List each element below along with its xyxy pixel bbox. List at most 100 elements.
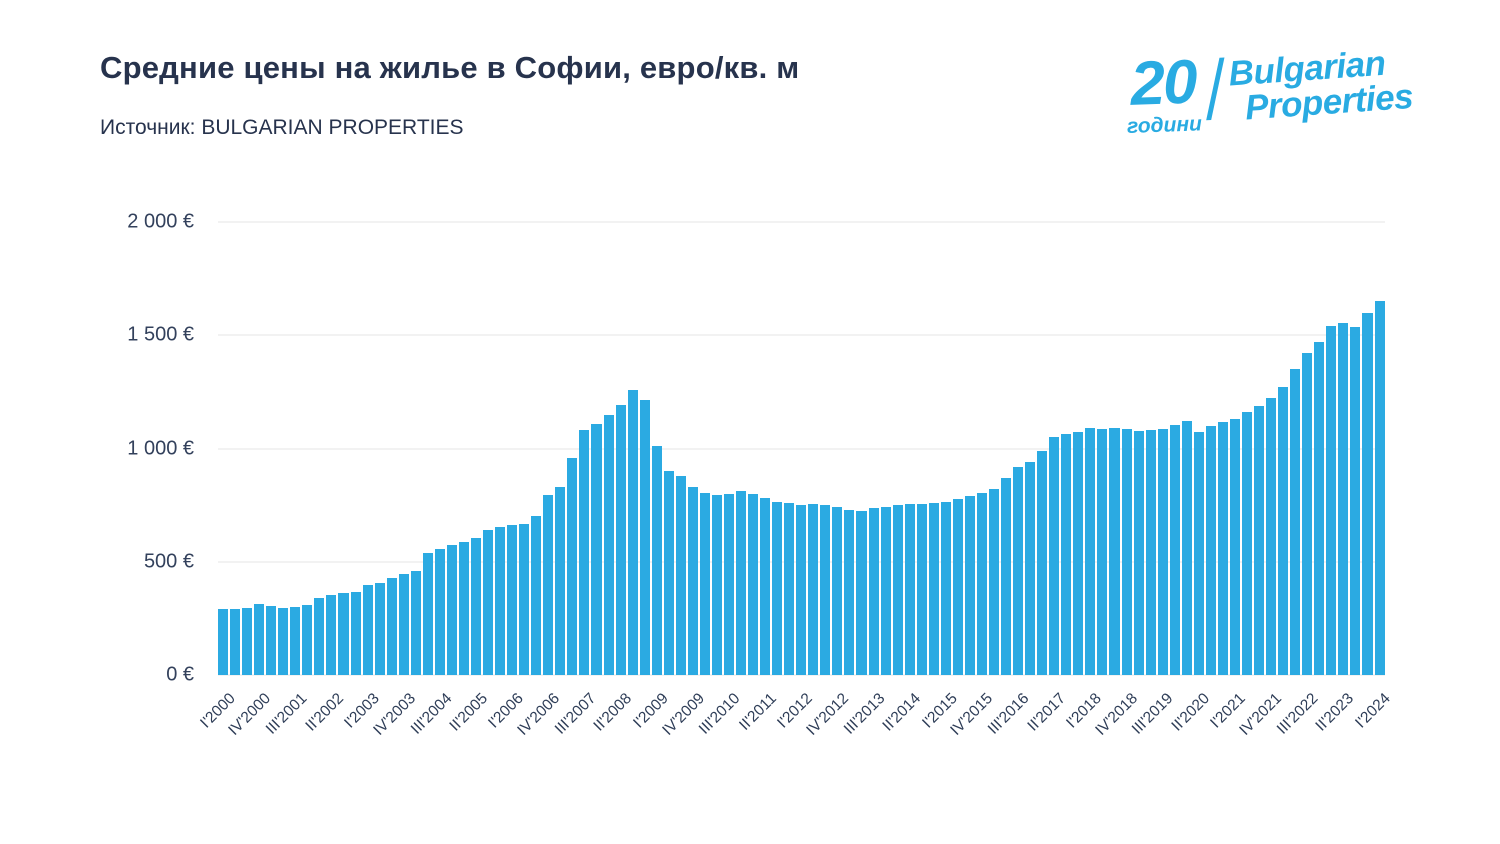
x-tick-label: I'2024 bbox=[1351, 690, 1394, 732]
bar-II'2010 bbox=[711, 494, 722, 675]
bar-IV'2012 bbox=[832, 507, 843, 675]
bar-II'2009 bbox=[663, 471, 674, 675]
bulgarian-properties-logo: 20 години Bulgarian Properties bbox=[1125, 44, 1415, 139]
bar-IV'2004 bbox=[446, 545, 457, 675]
logo-brand-line2: Properties bbox=[1243, 76, 1415, 128]
bar-II'2015 bbox=[952, 499, 963, 675]
bar-IV'2009 bbox=[687, 487, 698, 675]
bar-II'2020 bbox=[1193, 432, 1204, 675]
bar-IV'2021 bbox=[1266, 398, 1277, 675]
bar-IV'2010 bbox=[736, 491, 747, 675]
gridline-2000 bbox=[218, 221, 1385, 223]
bar-I'2014 bbox=[892, 505, 903, 675]
x-tick-label: II'2020 bbox=[1168, 690, 1213, 735]
bar-II'2006 bbox=[519, 523, 530, 675]
bar-II'2021 bbox=[1241, 411, 1253, 675]
x-tick-label: II'2008 bbox=[590, 690, 636, 735]
x-tick-label: II'2005 bbox=[446, 690, 492, 735]
bar-IV'2017 bbox=[1073, 432, 1084, 675]
bar-III'2012 bbox=[820, 505, 831, 675]
bar-II'2012 bbox=[808, 503, 819, 675]
bar-II'2004 bbox=[422, 552, 433, 675]
gridline-0 bbox=[218, 674, 1385, 676]
bar-III'2021 bbox=[1254, 406, 1265, 675]
bar-III'2016 bbox=[1013, 466, 1024, 675]
bar-III'2022 bbox=[1302, 352, 1313, 675]
logo-divider bbox=[1206, 57, 1225, 121]
logo-number: 20 bbox=[1129, 47, 1197, 119]
bar-I'2000 bbox=[218, 609, 229, 675]
bar-II'2002 bbox=[326, 595, 337, 675]
bar-I'2017 bbox=[1037, 450, 1048, 675]
bar-II'2023 bbox=[1338, 322, 1349, 675]
bar-IV'2007 bbox=[591, 423, 602, 675]
bar-I'2003 bbox=[362, 585, 373, 675]
bar-II'2000 bbox=[230, 608, 241, 675]
bar-III'2005 bbox=[483, 530, 494, 675]
bar-III'2019 bbox=[1157, 429, 1168, 675]
bar-III'2020 bbox=[1205, 425, 1216, 675]
y-tick-label: 1 000 € bbox=[127, 437, 194, 459]
page-title: Средние цены на жилье в Софии, евро/кв. … bbox=[100, 50, 800, 85]
bar-III'2014 bbox=[916, 503, 927, 675]
bar-I'2019 bbox=[1133, 430, 1144, 675]
source-label: Источник: BULGARIAN PROPERTIES bbox=[100, 116, 464, 139]
bar-I'2007 bbox=[555, 487, 566, 675]
bar-III'2000 bbox=[242, 607, 253, 675]
bar-IV'2015 bbox=[976, 493, 987, 675]
bar-I'2005 bbox=[458, 541, 469, 675]
bar-III'2017 bbox=[1061, 434, 1072, 675]
bar-III'2003 bbox=[386, 578, 397, 675]
bar-IV'2005 bbox=[495, 527, 506, 675]
bar-II'2017 bbox=[1049, 437, 1060, 675]
bar-I'2004 bbox=[410, 571, 421, 675]
bar-I'2021 bbox=[1229, 418, 1240, 675]
y-tick-label: 1 500 € bbox=[127, 323, 194, 346]
bar-I'2024 bbox=[1374, 300, 1385, 675]
bar-II'2014 bbox=[904, 504, 915, 675]
bar-III'2006 bbox=[531, 516, 542, 675]
y-tick-label: 500 € bbox=[143, 550, 194, 573]
logo-brand-name: Bulgarian Properties bbox=[1227, 44, 1415, 128]
bar-II'2007 bbox=[567, 457, 578, 675]
bar-IV'2018 bbox=[1121, 429, 1132, 675]
bar-IV'2019 bbox=[1169, 425, 1180, 675]
bar-II'2019 bbox=[1145, 430, 1156, 675]
y-axis-labels: 0 € 500 € 1 000 € 1 500 € 2 000 € bbox=[0, 211, 206, 686]
bar-III'2002 bbox=[338, 593, 349, 675]
bar-I'2006 bbox=[507, 525, 518, 675]
gridline-1000 bbox=[218, 448, 1385, 449]
bar-IV'2003 bbox=[398, 573, 409, 675]
logo-20-block: 20 години bbox=[1125, 47, 1203, 139]
x-tick-label: II'2011 bbox=[736, 690, 780, 734]
bar-I'2022 bbox=[1278, 386, 1289, 675]
bar-I'2001 bbox=[266, 606, 277, 675]
y-tick-label: 0 € bbox=[166, 663, 194, 686]
bar-I'2011 bbox=[748, 493, 759, 675]
x-axis-labels: I'2000 IV'2000 III'2001 II'2002 I'2003 IV'200… bbox=[197, 680, 1394, 800]
bar-IV'2006 bbox=[543, 494, 554, 675]
x-tick-label: II'2023 bbox=[1312, 690, 1358, 735]
x-tick-label: II'2014 bbox=[879, 690, 925, 735]
bar-I'2023 bbox=[1326, 326, 1337, 675]
bar-III'2011 bbox=[772, 501, 783, 675]
bar-IV'2001 bbox=[302, 605, 313, 675]
x-tick-label: II'2017 bbox=[1023, 690, 1069, 735]
bar-IV'2002 bbox=[350, 591, 361, 675]
bar-II'2022 bbox=[1290, 368, 1301, 675]
bar-II'2003 bbox=[374, 582, 385, 675]
bar-III'2018 bbox=[1109, 428, 1120, 675]
bar-IV'2014 bbox=[928, 503, 939, 675]
bar-I'2009 bbox=[651, 446, 662, 675]
bar-IV'2008 bbox=[639, 399, 650, 675]
bar-I'2008 bbox=[603, 414, 614, 675]
bar-II'2001 bbox=[278, 607, 289, 675]
x-tick-label: II'2002 bbox=[302, 690, 347, 735]
bar-IV'2013 bbox=[880, 506, 891, 675]
bar-III'2007 bbox=[579, 430, 590, 675]
bar-III'2004 bbox=[434, 549, 445, 675]
bar-I'2012 bbox=[796, 504, 807, 675]
bar-II'2008 bbox=[615, 405, 626, 675]
bar-I'2010 bbox=[699, 492, 710, 675]
